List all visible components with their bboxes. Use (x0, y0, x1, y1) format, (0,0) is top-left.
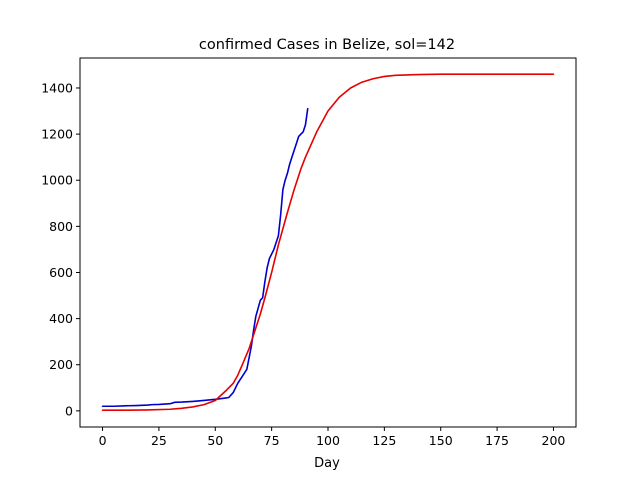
y-tick-label: 600 (49, 265, 73, 280)
x-tick-label: 75 (264, 433, 280, 448)
y-tick-label: 1400 (41, 80, 73, 95)
y-tick-label: 1200 (41, 127, 73, 142)
x-axis: 0 25 50 75 100 125 150 175 200 (99, 427, 566, 448)
y-tick-label: 800 (49, 219, 73, 234)
series-line-2 (101, 73, 555, 411)
x-tick-label: 50 (207, 433, 223, 448)
plot-area (101, 73, 555, 411)
x-tick-label: 125 (372, 433, 396, 448)
y-axis: 0 200 400 600 800 1000 1200 1400 (41, 80, 80, 418)
x-tick-label: 0 (99, 433, 107, 448)
x-tick-label: 100 (316, 433, 340, 448)
y-tick-label: 0 (65, 403, 73, 418)
plot-frame (79, 57, 577, 428)
y-tick-label: 1000 (41, 173, 73, 188)
x-tick-label: 200 (542, 433, 566, 448)
x-axis-label: Day (314, 456, 340, 471)
series-line-1 (101, 107, 309, 408)
y-tick-label: 200 (49, 357, 73, 372)
y-tick-label: 400 (49, 311, 73, 326)
x-tick-label: 25 (151, 433, 167, 448)
x-tick-label: 175 (485, 433, 509, 448)
chart-title: confirmed Cases in Belize, sol=142 (199, 37, 455, 53)
x-tick-label: 150 (429, 433, 453, 448)
